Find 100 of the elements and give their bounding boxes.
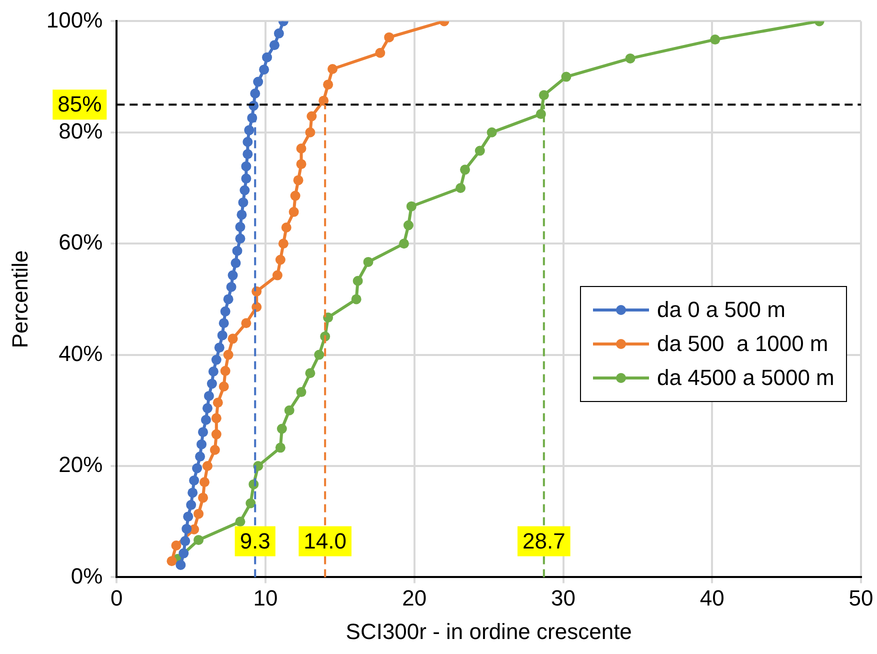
point [202, 461, 212, 471]
point [259, 64, 270, 75]
point [250, 88, 260, 98]
point [314, 350, 324, 360]
point [218, 318, 229, 328]
x-tick-label: 20 [402, 585, 427, 610]
point [561, 72, 572, 82]
point [236, 210, 247, 220]
point [710, 34, 720, 45]
point [403, 220, 414, 230]
point [323, 80, 334, 90]
point [272, 270, 282, 280]
point [474, 146, 485, 156]
ref-line-label: 28.7 [522, 528, 566, 554]
y-tick-label: 80% [58, 118, 103, 144]
x-tick-label: 0 [110, 585, 123, 610]
point [226, 282, 236, 292]
point [318, 96, 329, 106]
point [220, 306, 230, 316]
point [296, 159, 306, 170]
point [166, 556, 177, 566]
point [538, 90, 549, 100]
y-tick-label: 0% [70, 563, 103, 588]
point [182, 524, 192, 534]
point [351, 294, 362, 304]
point [288, 206, 299, 217]
point [241, 161, 252, 172]
point [180, 536, 190, 546]
point [196, 439, 207, 450]
ref-line-label: 85% [58, 92, 102, 117]
point [195, 452, 206, 462]
point [211, 429, 222, 440]
point [290, 190, 300, 201]
point [398, 238, 409, 249]
point [192, 463, 202, 474]
point [276, 424, 287, 434]
point [218, 381, 229, 392]
point [211, 354, 222, 365]
point [200, 477, 210, 488]
point [186, 500, 196, 510]
point [188, 488, 198, 498]
point [293, 175, 304, 186]
point [230, 258, 241, 268]
point [305, 127, 316, 138]
point [206, 378, 217, 389]
point [253, 76, 264, 87]
point [171, 540, 182, 551]
point [244, 125, 254, 136]
ref-line-label: 9.3 [240, 528, 270, 554]
point [305, 368, 316, 378]
y-tick-label: 20% [58, 452, 103, 478]
point [204, 390, 214, 401]
point [178, 548, 189, 558]
point [212, 398, 223, 408]
x-axis-title: SCI300r - in ordine crescente [346, 618, 632, 644]
point [214, 342, 224, 353]
point [235, 234, 246, 244]
point [269, 40, 280, 50]
point [194, 534, 204, 545]
point [262, 52, 272, 62]
point [208, 366, 218, 376]
point [241, 318, 252, 328]
point [202, 403, 212, 414]
point [296, 144, 306, 154]
point [278, 238, 288, 249]
point [460, 164, 470, 175]
point [210, 444, 220, 455]
point [241, 174, 252, 184]
point [238, 197, 248, 208]
point [198, 427, 208, 438]
point [246, 498, 256, 508]
point [240, 185, 250, 196]
y-tick-label: 100% [46, 7, 103, 32]
point [235, 222, 246, 232]
point [223, 350, 234, 360]
point [242, 136, 253, 147]
point [323, 312, 334, 323]
point [200, 414, 211, 425]
point [217, 330, 228, 340]
legend-label: da 0 a 500 m [657, 296, 786, 323]
ref-line-label: 14.0 [304, 528, 346, 554]
point [211, 413, 222, 424]
point [176, 560, 186, 570]
point [384, 32, 394, 42]
point [275, 442, 286, 453]
point [232, 246, 242, 256]
point [296, 387, 306, 398]
legend-label: da 4500 a 5000 m [657, 364, 834, 391]
point [306, 111, 317, 122]
point [223, 294, 234, 304]
point [363, 256, 374, 267]
point [284, 405, 294, 416]
x-tick-label: 30 [551, 585, 576, 610]
point [406, 201, 416, 212]
point [274, 28, 284, 38]
point [220, 366, 230, 376]
point [183, 512, 194, 522]
point [352, 276, 363, 286]
point [375, 48, 386, 58]
y-axis-title: Percentile [7, 250, 32, 348]
